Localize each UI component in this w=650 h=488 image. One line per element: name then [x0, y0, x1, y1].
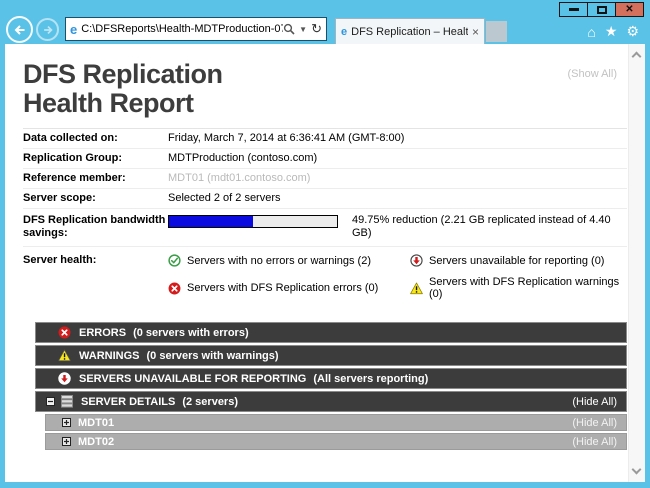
bandwidth-progress-fill	[169, 216, 253, 227]
warning-triangle-icon	[58, 349, 71, 362]
section-title: SERVERS UNAVAILABLE FOR REPORTING	[79, 372, 307, 385]
page-content: (Show All) DFS Replication Health Report …	[5, 44, 645, 482]
server-icon	[61, 395, 73, 408]
server-name: MDT02	[78, 435, 115, 448]
tab-close-icon[interactable]: ×	[471, 24, 479, 39]
field-label: Reference member:	[23, 172, 126, 184]
browser-toolbar-icons: ⌂ ★ ⚙	[587, 23, 644, 44]
section-detail: (0 servers with errors)	[133, 326, 249, 339]
search-icon[interactable]	[283, 23, 295, 35]
server-details-section-bar[interactable]: SERVER DETAILS (2 servers) (Hide All)	[35, 391, 627, 412]
server-name: MDT01	[78, 416, 115, 429]
section-detail: (0 servers with warnings)	[146, 349, 279, 362]
server-health-row: Server health: Servers with no errors or…	[23, 247, 627, 310]
health-item-text: Servers unavailable for reporting (0)	[429, 254, 605, 267]
hide-all-link[interactable]: (Hide All)	[572, 416, 617, 429]
ok-circle-icon	[168, 254, 181, 267]
maximize-icon	[596, 5, 607, 14]
bandwidth-text: 49.75% reduction (2.21 GB replicated ins…	[352, 214, 611, 239]
new-tab-button[interactable]	[486, 21, 507, 42]
close-button[interactable]: ✕	[615, 2, 644, 17]
forward-button[interactable]	[36, 18, 59, 41]
address-bar[interactable]: e C:\DFSReports\Health-MDTProduction-07M…	[65, 17, 327, 41]
hide-all-link[interactable]: (Hide All)	[572, 435, 617, 448]
section-detail: (All servers reporting)	[313, 372, 429, 385]
health-item: Servers with no errors or warnings (2)	[168, 254, 410, 267]
minimize-icon	[568, 8, 579, 11]
section-title: WARNINGS	[79, 349, 140, 362]
field-label: DFS Replication bandwidth savings:	[23, 214, 166, 239]
report-sections: ERRORS (0 servers with errors) WARNINGS …	[35, 322, 627, 450]
section-detail: (2 servers)	[182, 395, 238, 408]
error-circle-icon	[168, 282, 181, 294]
expand-plus-icon[interactable]	[62, 418, 71, 427]
address-bar-icons: ▼ ↻	[283, 21, 322, 37]
health-item-text: Servers with DFS Replication warnings (0…	[429, 276, 620, 300]
health-item: Servers with DFS Replication warnings (0…	[410, 276, 627, 300]
close-icon: ✕	[625, 4, 634, 15]
field-row: Data collected on: Friday, March 7, 2014…	[23, 129, 627, 149]
field-value: MDTProduction (contoso.com)	[168, 152, 318, 164]
expand-plus-icon[interactable]	[62, 437, 71, 446]
field-label: Replication Group:	[23, 152, 122, 164]
scroll-up-icon[interactable]	[631, 51, 642, 62]
health-item: Servers with DFS Replication errors (0)	[168, 276, 410, 300]
scrollbar[interactable]	[628, 44, 645, 482]
scroll-down-icon[interactable]	[631, 464, 642, 475]
window-controls: ✕	[559, 2, 644, 17]
field-label: Data collected on:	[23, 132, 118, 144]
unavailable-circle-icon	[410, 254, 423, 267]
field-row: Reference member: MDT01 (mdt01.contoso.c…	[23, 169, 627, 189]
back-arrow-icon	[14, 24, 24, 35]
navigation-bar: e C:\DFSReports\Health-MDTProduction-07M…	[0, 14, 650, 44]
server-row-mdt01[interactable]: MDT01 (Hide All)	[45, 414, 627, 431]
address-url[interactable]: C:\DFSReports\Health-MDTProduction-07Ma	[81, 23, 284, 35]
bandwidth-savings-row: DFS Replication bandwidth savings: 49.75…	[23, 209, 627, 247]
collapse-minus-icon[interactable]	[46, 397, 55, 406]
server-row-mdt02[interactable]: MDT02 (Hide All)	[45, 433, 627, 450]
titlebar: ✕ e C:\DFSReports\Health-MDTProduction-0…	[0, 0, 650, 44]
browser-tab[interactable]: e DFS Replication – Health Re... ×	[335, 18, 485, 44]
field-label: Server scope:	[23, 192, 96, 204]
unavailable-circle-icon	[58, 372, 71, 385]
section-title: SERVER DETAILS	[81, 395, 176, 408]
server-health-grid: Servers with no errors or warnings (2) S…	[168, 254, 627, 300]
page-title: DFS Replication Health Report	[23, 60, 627, 118]
field-value: MDT01 (mdt01.contoso.com)	[168, 172, 311, 184]
home-icon[interactable]: ⌂	[587, 23, 596, 40]
title-line-1: DFS Replication	[23, 59, 223, 89]
dropdown-caret-icon[interactable]: ▼	[299, 24, 308, 34]
unavailable-section-bar[interactable]: SERVERS UNAVAILABLE FOR REPORTING (All s…	[35, 368, 627, 389]
section-title: ERRORS	[79, 326, 127, 339]
forward-arrow-icon	[43, 25, 53, 34]
health-item-text: Servers with DFS Replication errors (0)	[187, 282, 379, 294]
error-circle-icon	[58, 326, 71, 339]
bandwidth-progress-bar	[168, 215, 338, 228]
ie-logo-icon: e	[341, 25, 348, 38]
tab-title: DFS Replication – Health Re...	[351, 25, 468, 38]
warning-triangle-icon	[410, 282, 423, 294]
health-item-text: Servers with no errors or warnings (2)	[187, 254, 372, 267]
title-line-2: Health Report	[23, 88, 194, 118]
divider	[23, 128, 627, 129]
refresh-icon[interactable]: ↻	[311, 21, 322, 36]
favorites-star-icon[interactable]: ★	[604, 23, 618, 39]
field-row: Server scope: Selected 2 of 2 servers	[23, 189, 627, 209]
health-item: Servers unavailable for reporting (0)	[410, 254, 627, 267]
warnings-section-bar[interactable]: WARNINGS (0 servers with warnings)	[35, 345, 627, 366]
back-button[interactable]	[6, 16, 33, 43]
hide-all-link[interactable]: (Hide All)	[572, 395, 617, 408]
settings-gear-icon[interactable]: ⚙	[626, 23, 639, 39]
field-label: Server health:	[23, 254, 97, 266]
field-value: Friday, March 7, 2014 at 6:36:41 AM (GMT…	[168, 132, 405, 144]
health-report: (Show All) DFS Replication Health Report …	[5, 44, 627, 482]
field-row: Replication Group: MDTProduction (contos…	[23, 149, 627, 169]
field-value: Selected 2 of 2 servers	[168, 192, 281, 204]
errors-section-bar[interactable]: ERRORS (0 servers with errors)	[35, 322, 627, 343]
show-all-link[interactable]: (Show All)	[567, 68, 617, 80]
ie-logo-icon: e	[70, 21, 78, 37]
